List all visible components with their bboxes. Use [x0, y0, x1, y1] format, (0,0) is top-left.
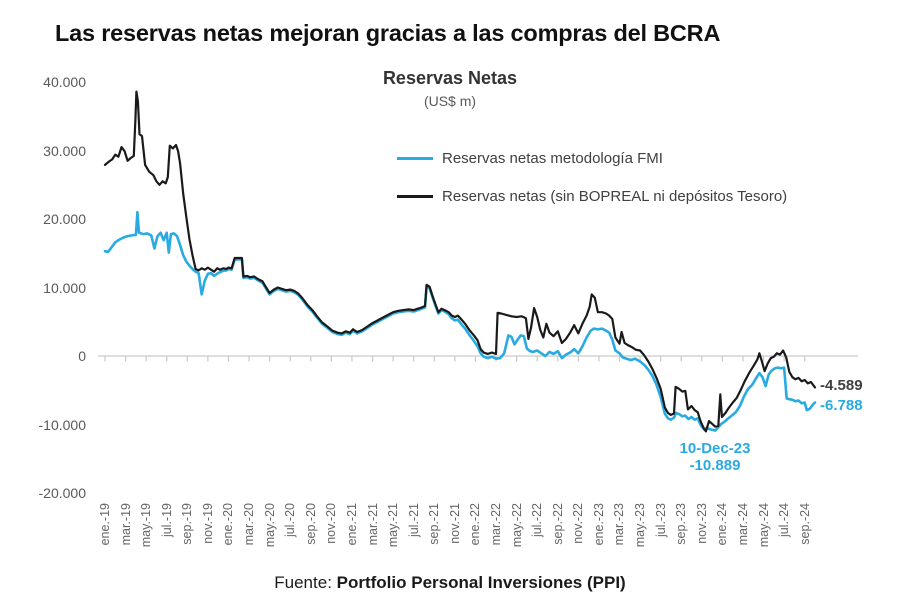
- x-tick-label: nov.-19: [200, 503, 215, 544]
- annotation-cyan-end-value: -6.788: [820, 397, 863, 414]
- page-title: Las reservas netas mejoran gracias a las…: [55, 20, 721, 46]
- x-tick-label: nov.-23: [694, 503, 709, 544]
- chart-subtitle: (US$ m): [423, 93, 477, 109]
- x-tick-label: ene.-22: [468, 503, 483, 546]
- x-tick-label: mar.-23: [612, 503, 627, 546]
- x-tick-label: ene.-24: [715, 503, 730, 546]
- legend: Reservas netas metodología FMI Reservas …: [397, 150, 787, 226]
- source-line: Fuente: Portfolio Personal Inversiones (…: [0, 573, 900, 593]
- annotation-trough: 10-Dec-23 -10.889: [649, 440, 781, 474]
- legend-label-fmi: Reservas netas metodología FMI: [442, 150, 663, 167]
- x-tick-label: ene.-21: [344, 503, 359, 546]
- source-name: Portfolio Personal Inversiones (PPI): [336, 573, 626, 592]
- x-tick-label: may.-20: [262, 503, 277, 548]
- chart-title: Reservas Netas: [382, 68, 518, 88]
- x-tick-label: mar.-19: [118, 503, 133, 546]
- x-tick-label: ene.-19: [98, 503, 112, 546]
- y-tick-label: 30.000: [43, 142, 86, 159]
- x-tick-label: sep.-24: [797, 503, 812, 545]
- y-tick-label: 40.000: [43, 74, 86, 90]
- annotation-trough-value: -10.889: [689, 457, 741, 474]
- x-tick-label: ene.-20: [221, 503, 236, 546]
- x-tick-label: nov.-21: [447, 503, 462, 544]
- x-tick-label: jul.-19: [159, 503, 174, 538]
- x-tick-label: sep.-20: [303, 503, 318, 545]
- x-tick-label: may.-21: [386, 503, 401, 548]
- fmi-line-swatch-icon: [397, 157, 433, 160]
- legend-item-sin-bopreal: Reservas netas (sin BOPREAL ni depósitos…: [397, 188, 787, 205]
- x-tick-label: sep.-21: [427, 503, 442, 545]
- annotation-trough-date: 10-Dec-23: [679, 440, 751, 457]
- y-tick-label: -20.000: [38, 485, 86, 501]
- legend-label-sin-bopreal: Reservas netas (sin BOPREAL ni depósitos…: [442, 188, 788, 205]
- x-tick-label: mar.-20: [242, 503, 257, 546]
- x-tick-label: jul.-24: [777, 503, 792, 538]
- x-tick-label: may.-22: [509, 503, 524, 548]
- x-tick-label: sep.-22: [550, 503, 565, 545]
- x-tick-label: ene.-23: [591, 503, 606, 546]
- x-tick-label: may.-24: [756, 503, 771, 548]
- y-tick-label: 0: [78, 348, 86, 364]
- x-tick-label: nov.-22: [571, 503, 586, 544]
- x-tick-label: mar.-24: [735, 503, 750, 546]
- x-tick-label: may.-23: [633, 503, 648, 548]
- x-tick-label: jul.-22: [530, 503, 545, 538]
- fmi-series-line: [103, 210, 817, 432]
- x-tick-label: nov.-20: [324, 503, 339, 544]
- x-tick-label: jul.-23: [653, 503, 668, 538]
- x-tick-label: jul.-21: [406, 503, 421, 538]
- sin-bopreal-line-swatch-icon: [397, 195, 433, 198]
- x-tick-label: may.-19: [139, 503, 154, 548]
- x-tick-label: jul.-20: [283, 503, 298, 538]
- x-tick-label: mar.-21: [365, 503, 380, 546]
- legend-item-fmi: Reservas netas metodología FMI: [397, 150, 787, 167]
- x-tick-label: sep.-23: [674, 503, 689, 545]
- source-prefix: Fuente:: [274, 573, 337, 592]
- y-tick-label: 10.000: [43, 279, 86, 296]
- annotation-black-end-value: -4.589: [820, 377, 863, 394]
- y-tick-label: -10.000: [38, 416, 86, 433]
- x-tick-label: mar.-22: [489, 503, 503, 546]
- y-tick-label: 20.000: [43, 211, 86, 227]
- x-tick-label: sep.-19: [180, 503, 195, 545]
- sin-bopreal-series-line: [103, 90, 817, 433]
- axis-tick-marks: [104, 356, 806, 362]
